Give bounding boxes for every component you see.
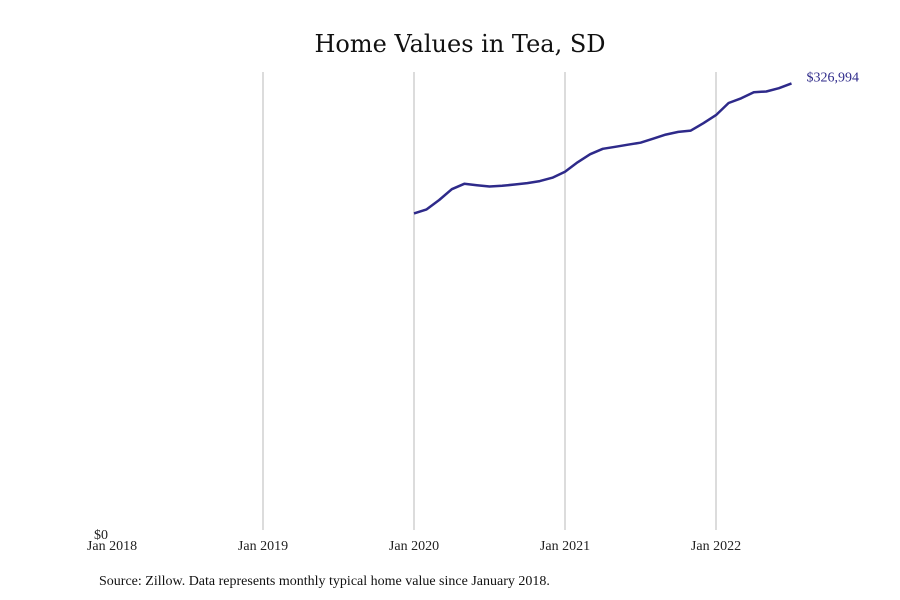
gridlines: [262, 72, 717, 530]
x-tick-label: Jan 2018: [87, 539, 137, 554]
x-tick-label: Jan 2021: [540, 539, 590, 554]
home-value-line: [413, 82, 792, 215]
chart-title: Home Values in Tea, SD: [314, 30, 605, 58]
source-note: Source: Zillow. Data represents monthly …: [99, 574, 550, 589]
series-line-group: $326,994: [413, 70, 860, 215]
x-tick-label: Jan 2022: [691, 539, 741, 554]
x-tick-label: Jan 2020: [389, 539, 439, 554]
end-value-label: $326,994: [807, 70, 860, 85]
y-tick-label-zero: $0: [94, 528, 108, 543]
x-tick-label: Jan 2019: [238, 539, 288, 554]
x-axis-ticks: Jan 2018 Jan 2019 Jan 2020 Jan 2021 Jan 2022: [87, 539, 741, 554]
